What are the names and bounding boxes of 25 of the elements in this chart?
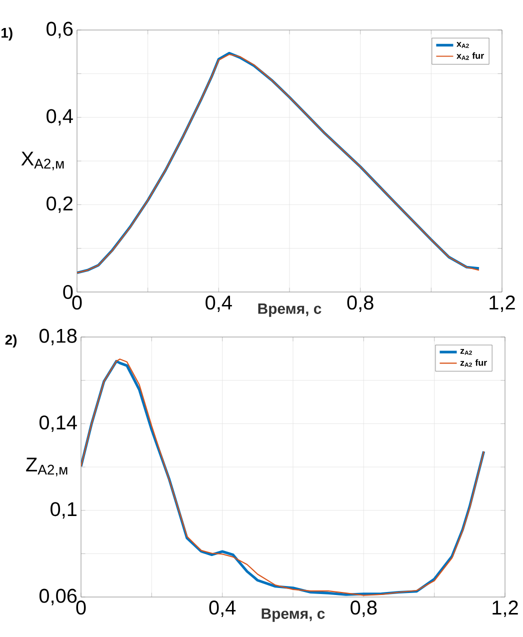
y-axis-title: Z$_{A2,м}$ [26,458,68,476]
x-axis-title: Время, с [258,304,322,317]
x-axis-title: Время, с [262,608,325,622]
x-tick-label: 0,8 [347,296,374,312]
legend-label: z$_{A2}$ fur [460,359,487,367]
chart-title: 1) [2,28,12,41]
y-tick-label: 0,14 [39,415,77,432]
y-tick-label: 0,2 [46,196,72,213]
y-tick-label: 0,1 [50,502,77,519]
y-tick-label: 0,18 [39,328,77,346]
y-tick-label: 0,06 [39,588,77,606]
legend-label: x$_{A2}$ fur [456,52,484,60]
chart-title: 2) [5,334,17,348]
legend-label: z$_{A2}$ [460,348,472,355]
x-tick-label: 0,4 [209,600,236,617]
legend-label: x$_{A2}$ [456,42,469,48]
x-tick-label: 0 [76,600,86,615]
x-tick-label: 1,2 [490,296,515,312]
x-tick-label: 0,8 [350,600,377,617]
y-tick-label: 0,4 [46,109,73,126]
x-tick-label: 0,4 [206,296,232,312]
y-tick-label: 0,6 [46,22,73,38]
y-axis-title: X$_{A2,м}$ [21,152,64,170]
x-tick-label: 1,2 [492,600,518,617]
y-tick-label: 0 [63,284,73,300]
